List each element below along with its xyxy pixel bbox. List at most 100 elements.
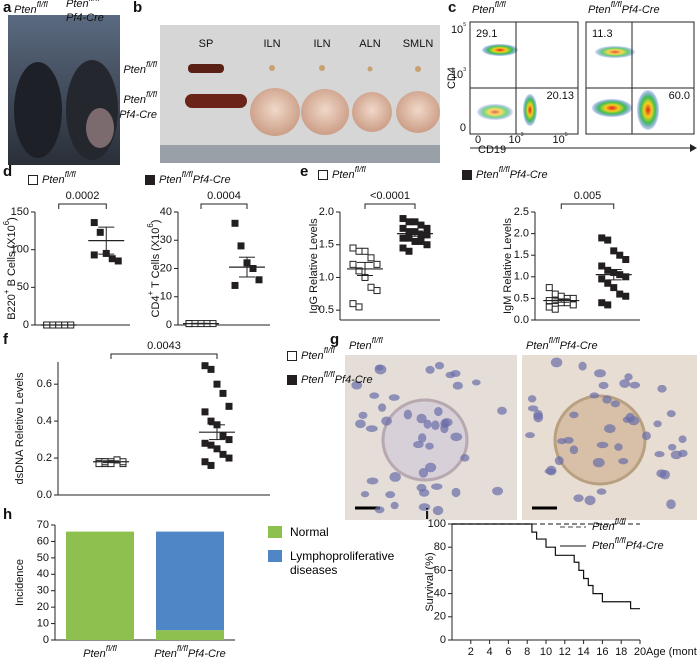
x-tick-label: 4 (487, 646, 493, 658)
image-title-part: fl/fl (372, 335, 384, 345)
data-point (622, 292, 630, 300)
y-tick-label: 10 (160, 291, 172, 303)
y-tick-label: 0 (166, 319, 172, 331)
nucleus (641, 431, 651, 441)
legend-label-part: Pten (592, 521, 615, 533)
x-tick-label-part: fl/fl (106, 643, 118, 653)
significance-bracket (560, 203, 615, 209)
nucleus (388, 394, 400, 401)
y-tick-label: 0.5 (514, 292, 529, 304)
y-tick-label: 1.0 (514, 271, 529, 283)
y-axis-label-part: ) (6, 217, 18, 221)
y-axis-label-part: B Cells (X10 (6, 225, 18, 289)
x-axis-label: Age (months) (646, 646, 697, 658)
data-point (411, 218, 419, 226)
x-tick-label: 6 (505, 646, 511, 658)
panel-label: c (448, 0, 456, 16)
y-axis-label: B220+ B Cells (X106) (2, 217, 18, 320)
quadrant-value: 60.0 (669, 90, 690, 102)
legend-label: Ptenfl/flPf4-Cre (476, 164, 548, 181)
flow-tick: 103 (508, 132, 523, 146)
data-point (349, 244, 357, 252)
node (301, 89, 349, 135)
y-axis-label: IgG Relative Levels (308, 218, 320, 314)
flow-title: Ptenfl/fl (472, 0, 507, 16)
data-point (90, 219, 98, 227)
nucleus (527, 405, 539, 412)
row-label: Pf4-Cre (119, 109, 157, 121)
nucleus (445, 371, 456, 379)
y-axis-label: Incidence (14, 559, 26, 606)
x-tick-label: Ptenfl/flPf4-Cre (154, 643, 226, 660)
data-point (237, 242, 245, 250)
legend-label: Lymphoproliferative diseases (290, 549, 395, 577)
axis-label: CD4 (446, 67, 458, 89)
image-title-part: Pf4-Cre (560, 340, 598, 352)
data-point (28, 175, 38, 185)
panel-label: b (133, 0, 142, 16)
flow-tick-part: 10 (451, 24, 463, 36)
legend-label: Normal (290, 525, 329, 539)
x-tick-label: 8 (524, 646, 530, 658)
data-point (423, 231, 431, 239)
bar-segment (66, 531, 134, 640)
nucleus (351, 380, 363, 390)
x-axis-label-part: Age (months) (646, 646, 697, 658)
nucleus (425, 462, 437, 473)
image-title-part: Pten (349, 340, 372, 352)
legend-label: Ptenfl/fl (332, 164, 367, 181)
data-point (367, 283, 375, 291)
data-point (207, 365, 215, 373)
nucleus (413, 440, 424, 449)
flow-tick-part: 5 (565, 132, 568, 138)
legend-label-part: Pf4-Cre (193, 174, 231, 186)
p-value: <0.0001 (370, 190, 410, 202)
legend-label-part: fl/fl (615, 516, 627, 526)
flow-tick-part: 0 (460, 122, 466, 134)
row-label-part: fl/fl (146, 89, 158, 99)
legend-label-part: Pten (332, 169, 355, 181)
flow-tick: 105 (451, 22, 466, 36)
nucleus (546, 465, 557, 476)
image-title: Ptenfl/flPf4-Cre (526, 335, 598, 352)
data-point (287, 375, 297, 385)
y-tick-label: 10 (37, 617, 49, 629)
panel-label: f (3, 331, 9, 348)
data-point (405, 247, 413, 255)
data-point (219, 450, 227, 458)
legend-label-part: Pten (592, 540, 615, 552)
data-point (373, 287, 381, 295)
data-point (249, 265, 257, 272)
flow-tick: 0 (475, 134, 481, 146)
flow-tick: 105 (552, 132, 567, 146)
y-tick-label: 0 (23, 319, 29, 331)
image-title: Ptenfl/fl (349, 335, 384, 352)
legend-swatch (268, 526, 282, 538)
legend-label-part: fl/fl (499, 164, 511, 174)
p-value: 0.0002 (66, 190, 100, 202)
nucleus (434, 407, 443, 417)
data-point (225, 436, 233, 444)
flow-tick-part: 10 (508, 134, 520, 146)
panel-label: d (3, 163, 12, 180)
data-point (318, 170, 328, 180)
data-point (355, 247, 363, 255)
flow-tick-part: 3 (463, 67, 466, 73)
y-tick-label: 0 (440, 634, 446, 646)
nucleus (569, 445, 579, 455)
legend-label-part: Pten (42, 174, 65, 186)
legend-swatch (268, 550, 282, 562)
legend-label-part: fl/fl (182, 169, 194, 179)
data-point (411, 237, 419, 245)
data-point (201, 362, 209, 370)
spleen (185, 94, 247, 108)
y-tick-label: 1.5 (514, 249, 529, 261)
data-point (96, 228, 104, 236)
x-tick-label: 18 (615, 646, 627, 658)
y-axis-label-part: ) (150, 220, 162, 224)
ruler (160, 145, 440, 163)
y-tick-label: 30 (37, 585, 49, 597)
y-tick-label: 50 (37, 552, 49, 564)
axis-label: CD19 (478, 144, 506, 156)
nucleus (654, 451, 665, 458)
